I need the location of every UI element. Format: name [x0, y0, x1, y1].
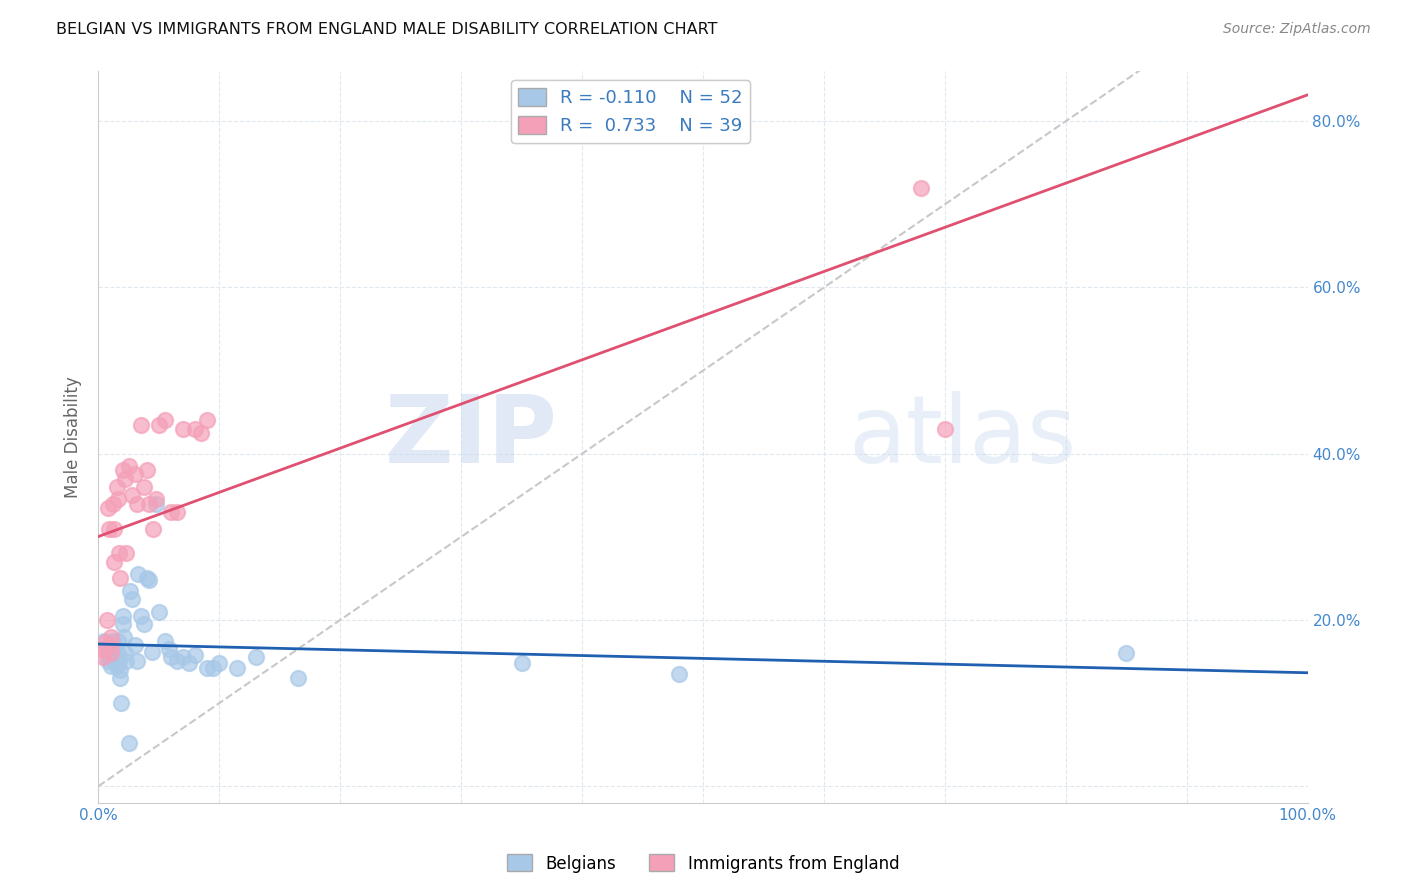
Point — [107, 633, 129, 648]
Point — [127, 497, 149, 511]
Point — [110, 696, 132, 710]
Point — [160, 505, 183, 519]
Text: Source: ZipAtlas.com: Source: ZipAtlas.com — [1223, 22, 1371, 37]
Point — [179, 656, 201, 670]
Point — [103, 521, 125, 535]
Point — [148, 605, 170, 619]
Point — [111, 463, 134, 477]
Point — [124, 638, 146, 652]
Point — [166, 505, 188, 519]
Point — [98, 521, 121, 535]
Point — [100, 658, 122, 673]
Point — [124, 467, 146, 482]
Point — [100, 638, 122, 652]
Point — [103, 642, 125, 657]
Point — [107, 492, 129, 507]
Point — [1115, 646, 1137, 660]
Point — [96, 613, 118, 627]
Point — [135, 463, 157, 477]
Point — [134, 480, 156, 494]
Point — [208, 656, 231, 670]
Point — [115, 546, 138, 560]
Point — [129, 417, 152, 432]
Point — [226, 661, 249, 675]
Point — [934, 422, 956, 436]
Point — [114, 472, 136, 486]
Point — [153, 633, 176, 648]
Point — [97, 500, 120, 515]
Point — [93, 633, 115, 648]
Point — [111, 608, 134, 623]
Point — [145, 497, 167, 511]
Point — [108, 571, 131, 585]
Point — [104, 650, 127, 665]
Point — [107, 646, 129, 660]
Point — [100, 650, 122, 665]
Point — [118, 736, 141, 750]
Point — [148, 417, 170, 432]
Point — [108, 663, 131, 677]
Point — [108, 546, 131, 560]
Point — [184, 648, 207, 662]
Point — [118, 583, 141, 598]
Point — [166, 655, 188, 669]
Point — [184, 422, 207, 436]
Point — [172, 650, 194, 665]
Point — [202, 661, 225, 675]
Point — [510, 656, 533, 670]
Point — [100, 642, 122, 657]
Point — [141, 644, 163, 658]
Point — [153, 413, 176, 427]
Point — [127, 567, 149, 582]
Point — [138, 573, 160, 587]
Point — [111, 617, 134, 632]
Point — [138, 497, 160, 511]
Point — [127, 655, 149, 669]
Point — [98, 650, 121, 665]
Point — [245, 650, 267, 665]
Text: BELGIAN VS IMMIGRANTS FROM ENGLAND MALE DISABILITY CORRELATION CHART: BELGIAN VS IMMIGRANTS FROM ENGLAND MALE … — [56, 22, 717, 37]
Point — [157, 642, 180, 657]
Point — [190, 425, 212, 440]
Point — [100, 638, 122, 652]
Point — [145, 492, 167, 507]
Point — [287, 671, 309, 685]
Point — [172, 422, 194, 436]
Legend: R = -0.110    N = 52, R =  0.733    N = 39: R = -0.110 N = 52, R = 0.733 N = 39 — [512, 80, 749, 143]
Point — [668, 667, 690, 681]
Point — [103, 555, 125, 569]
Point — [121, 488, 143, 502]
Point — [160, 650, 183, 665]
Text: ZIP: ZIP — [385, 391, 558, 483]
Point — [118, 459, 141, 474]
Point — [93, 636, 115, 650]
Point — [97, 646, 120, 660]
Point — [121, 592, 143, 607]
Point — [91, 642, 114, 657]
Point — [100, 630, 122, 644]
Point — [101, 497, 124, 511]
Point — [142, 521, 165, 535]
Y-axis label: Male Disability: Male Disability — [65, 376, 83, 498]
Point — [97, 655, 120, 669]
Text: atlas: atlas — [848, 391, 1077, 483]
Point — [114, 646, 136, 660]
Point — [135, 571, 157, 585]
Point — [91, 650, 114, 665]
Point — [112, 630, 135, 644]
Point — [115, 655, 138, 669]
Point — [195, 413, 218, 427]
Legend: Belgians, Immigrants from England: Belgians, Immigrants from England — [501, 847, 905, 880]
Point — [108, 655, 131, 669]
Point — [129, 608, 152, 623]
Point — [108, 671, 131, 685]
Point — [100, 646, 122, 660]
Point — [910, 180, 932, 194]
Point — [195, 661, 218, 675]
Point — [105, 480, 128, 494]
Point — [101, 633, 124, 648]
Point — [134, 617, 156, 632]
Point — [105, 658, 128, 673]
